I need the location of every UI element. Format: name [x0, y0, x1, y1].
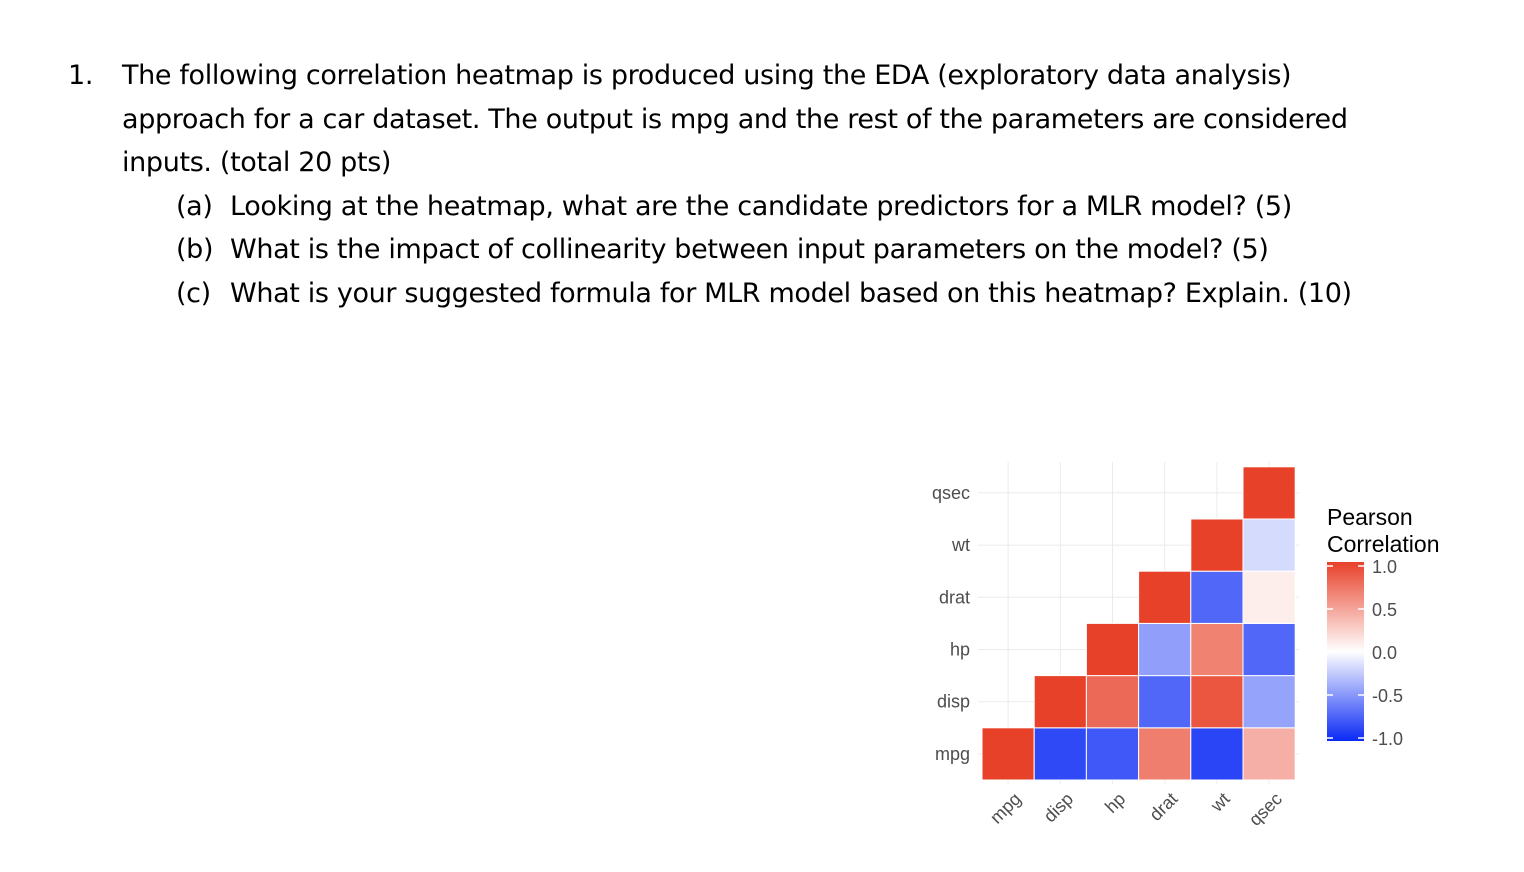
x-tick-mpg: mpg: [986, 789, 1025, 828]
legend-title-line-1: Pearson: [1327, 504, 1413, 530]
legend-tick-label: 0.0: [1372, 643, 1397, 663]
legend-tick-label: 1.0: [1372, 557, 1397, 577]
cell-wt-mpg: [1190, 727, 1244, 781]
cell-wt-hp: [1190, 622, 1244, 677]
legend-tick-label: -0.5: [1372, 686, 1403, 706]
question-intro-2: approach for a car dataset. The output i…: [122, 103, 1348, 135]
part-a: (a) Looking at the heatmap, what are the…: [68, 185, 1488, 229]
y-axis-labels: mpg disp hp drat wt qsec: [932, 483, 970, 764]
x-tick-wt: wt: [1206, 789, 1234, 817]
y-tick-mpg: mpg: [935, 744, 970, 764]
cell-drat-disp: [1138, 675, 1192, 729]
cell-mpg-mpg: [981, 727, 1035, 781]
legend-ticks: 1.0 0.5 0.0 -0.5 -1.0: [1327, 557, 1403, 749]
legend-tick-label: 0.5: [1372, 600, 1397, 620]
question-number: 1.: [68, 60, 94, 91]
part-c: (c) What is your suggested formula for M…: [68, 272, 1488, 316]
cell-qsec-hp: [1242, 622, 1296, 677]
y-tick-drat: drat: [939, 587, 970, 607]
part-c-text: What is your suggested formula for MLR m…: [230, 277, 1352, 309]
question-intro-3: inputs. (total 20 pts): [122, 147, 392, 178]
cell-qsec-disp: [1242, 675, 1296, 729]
part-a-tag: (a): [176, 190, 213, 222]
x-tick-drat: drat: [1145, 789, 1181, 825]
cell-disp-disp: [1033, 675, 1087, 729]
legend-colorbar: [1327, 562, 1364, 741]
part-a-text: Looking at the heatmap, what are the can…: [230, 190, 1292, 222]
y-tick-disp: disp: [937, 692, 970, 712]
part-c-tag: (c): [176, 277, 211, 309]
legend: Pearson Correlation 1.0 0.5 0.0 -0.5 -1.0: [1327, 504, 1440, 749]
cell-wt-wt: [1190, 518, 1244, 572]
part-b-tag: (b): [176, 234, 214, 265]
y-tick-hp: hp: [950, 640, 970, 660]
part-b-text: What is the impact of collinearity betwe…: [230, 234, 1269, 265]
question-line-1: 1. The following correlation heatmap is …: [68, 54, 1488, 98]
cell-drat-hp: [1138, 622, 1192, 677]
x-axis-labels: mpg disp hp drat wt qsec: [986, 789, 1286, 830]
cell-drat-mpg: [1138, 727, 1192, 781]
legend-tick-label: -1.0: [1372, 729, 1403, 749]
question-block: 1. The following correlation heatmap is …: [68, 54, 1488, 315]
cell-drat-drat: [1138, 570, 1192, 624]
x-tick-hp: hp: [1101, 789, 1129, 817]
x-tick-disp: disp: [1040, 789, 1077, 826]
x-tick-qsec: qsec: [1245, 789, 1286, 830]
cell-wt-disp: [1190, 675, 1244, 729]
question-intro-1: The following correlation heatmap is pro…: [122, 60, 1292, 91]
cell-disp-mpg: [1033, 727, 1087, 781]
cell-hp-mpg: [1085, 727, 1140, 781]
y-tick-qsec: qsec: [932, 483, 970, 503]
cell-hp-hp: [1085, 622, 1140, 677]
cell-qsec-mpg: [1242, 727, 1296, 781]
part-b: (b) What is the impact of collinearity b…: [68, 228, 1488, 272]
y-tick-wt: wt: [951, 535, 970, 555]
heatmap-cells: [981, 466, 1296, 781]
cell-hp-disp: [1085, 675, 1140, 729]
cell-wt-drat: [1190, 570, 1244, 624]
legend-title-line-2: Correlation: [1327, 531, 1440, 557]
cell-qsec-wt: [1242, 518, 1296, 572]
cell-qsec-drat: [1242, 570, 1296, 624]
cell-qsec-qsec: [1242, 466, 1296, 520]
